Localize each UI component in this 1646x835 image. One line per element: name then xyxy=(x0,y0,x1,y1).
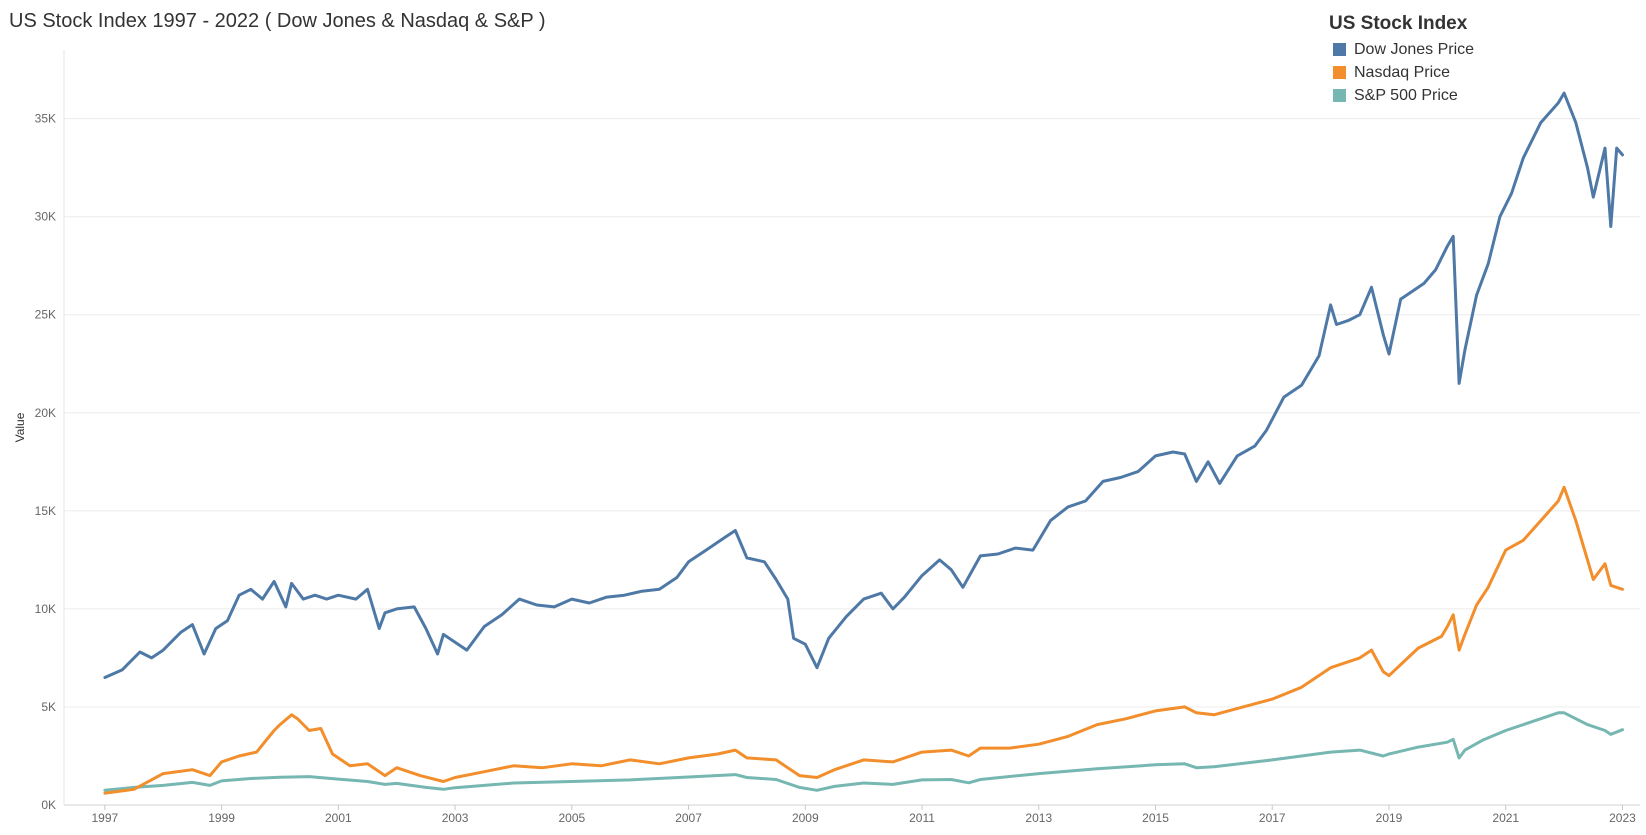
legend-label-dow-jones: Dow Jones Price xyxy=(1354,40,1475,58)
legend-swatch-nasdaq xyxy=(1333,66,1346,79)
x-tick-label: 2003 xyxy=(442,811,469,825)
y-tick-label: 20K xyxy=(35,406,56,420)
y-tick-label: 30K xyxy=(35,210,56,224)
x-tick-label: 1997 xyxy=(92,811,119,825)
y-axis-label: Value xyxy=(13,412,27,442)
x-tick-label: 2015 xyxy=(1142,811,1169,825)
y-tick-label: 0K xyxy=(41,798,56,812)
y-tick-label: 15K xyxy=(35,504,56,518)
x-tick-label: 2005 xyxy=(558,811,585,825)
y-tick-label: 25K xyxy=(35,308,56,322)
x-axis: 1997 1999 2001 2003 2005 2007 2009 2011 2013 2015… xyxy=(64,804,1640,825)
x-tick-label: 2001 xyxy=(325,811,352,825)
x-tick-label: 2011 xyxy=(909,811,935,825)
x-tick-label: 2009 xyxy=(792,811,819,825)
legend-swatch-sp500 xyxy=(1333,89,1346,102)
series-lines xyxy=(103,91,1624,795)
chart-title: US Stock Index 1997 - 2022 ( Dow Jones &… xyxy=(9,10,546,32)
x-tick-label: 2013 xyxy=(1025,811,1052,825)
legend-title: US Stock Index xyxy=(1329,13,1468,34)
x-tick-label: 2019 xyxy=(1376,811,1403,825)
series-line-sp500[interactable] xyxy=(103,711,1624,792)
y-tick-label: 5K xyxy=(41,700,56,714)
y-axis: 0K 5K 10K 15K 20K 25K 30K 35K xyxy=(35,50,65,812)
legend-item-sp500[interactable]: S&P 500 Price xyxy=(1329,84,1474,107)
legend-label-sp500: S&P 500 Price xyxy=(1354,86,1458,104)
legend-label-nasdaq: Nasdaq Price xyxy=(1354,63,1451,81)
y-tick-label: 35K xyxy=(35,112,56,126)
x-tick-label: 2007 xyxy=(675,811,702,825)
series-line-dow-jones[interactable] xyxy=(103,91,1624,679)
y-tick-label: 10K xyxy=(35,602,56,616)
legend-swatch-dow-jones xyxy=(1333,43,1346,56)
legend: US Stock Index Dow Jones Price Nasdaq Pr… xyxy=(1329,13,1474,107)
x-tick-label: 2021 xyxy=(1492,811,1519,825)
x-tick-label: 2017 xyxy=(1259,811,1286,825)
x-tick-label: 1999 xyxy=(208,811,235,825)
series-line-nasdaq[interactable] xyxy=(103,485,1624,795)
legend-item-nasdaq[interactable]: Nasdaq Price xyxy=(1329,61,1474,84)
x-tick-label: 2023 xyxy=(1609,811,1636,825)
gridlines xyxy=(64,118,1640,708)
legend-item-dow-jones[interactable]: Dow Jones Price xyxy=(1329,38,1474,61)
